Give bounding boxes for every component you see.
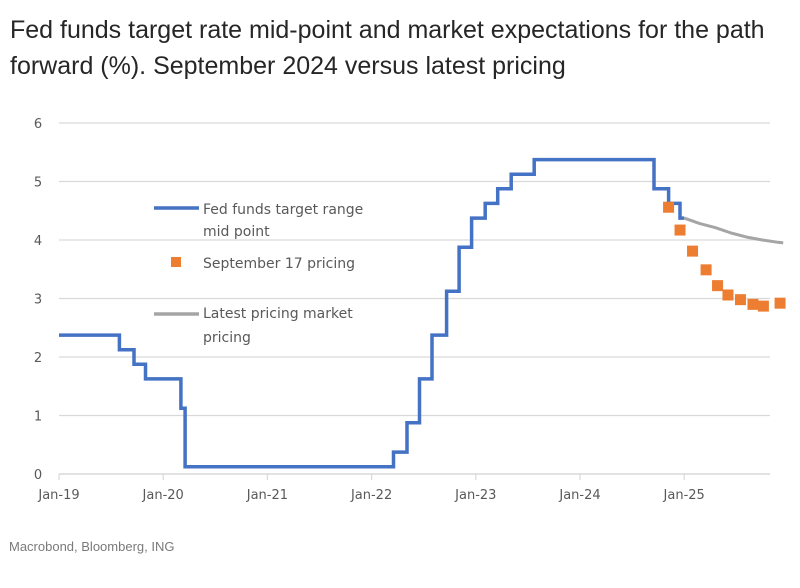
source-note: Macrobond, Bloomberg, ING bbox=[9, 539, 175, 554]
september-pricing-point bbox=[687, 245, 699, 257]
september-pricing-point bbox=[734, 294, 746, 306]
fed-funds-midpoint-line bbox=[59, 157, 685, 469]
latest-pricing-line bbox=[683, 216, 784, 245]
september-pricing-point bbox=[700, 264, 712, 276]
legend-item: September 17 pricing bbox=[171, 256, 355, 272]
x-tick-label: Jan-19 bbox=[37, 488, 79, 503]
legend-label: Latest pricing market bbox=[203, 306, 353, 322]
september-pricing-point bbox=[663, 201, 675, 213]
y-tick-label: 2 bbox=[34, 351, 42, 366]
y-tick-label: 4 bbox=[34, 234, 42, 249]
legend-label: mid point bbox=[203, 224, 270, 240]
gridlines bbox=[59, 122, 770, 417]
series-layer bbox=[59, 157, 786, 469]
legend-label: September 17 pricing bbox=[203, 256, 355, 272]
x-tick-label: Jan-21 bbox=[246, 488, 288, 503]
x-tick-label: Jan-22 bbox=[350, 488, 392, 503]
september-pricing-point bbox=[747, 298, 759, 310]
y-tick-label: 3 bbox=[34, 293, 42, 308]
september-pricing-point bbox=[722, 289, 734, 301]
legend-label: pricing bbox=[203, 330, 251, 346]
x-tick-label: Jan-23 bbox=[454, 488, 496, 503]
september-pricing-point bbox=[674, 224, 686, 236]
x-tick-label: Jan-25 bbox=[663, 488, 705, 503]
september-pricing-point bbox=[757, 300, 769, 312]
y-axis-tick-labels: 0 1 2 3 4 5 6 bbox=[34, 117, 42, 483]
x-tick-label: Jan-20 bbox=[142, 488, 184, 503]
september-pricing-point bbox=[774, 297, 786, 309]
legend: Fed funds target range mid point September… bbox=[154, 202, 363, 346]
chart-title: Fed funds target rate mid-point and mark… bbox=[10, 16, 765, 80]
y-tick-label: 6 bbox=[34, 117, 42, 132]
y-tick-label: 0 bbox=[34, 468, 42, 483]
legend-square-swatch bbox=[171, 257, 181, 267]
september-pricing-point bbox=[712, 280, 724, 292]
legend-item: Fed funds target range mid point bbox=[154, 202, 363, 240]
x-axis bbox=[58, 473, 770, 480]
y-tick-label: 5 bbox=[34, 176, 42, 191]
x-tick-label: Jan-24 bbox=[558, 488, 600, 503]
legend-label: Fed funds target range bbox=[203, 202, 363, 218]
x-axis-tick-labels: Jan-19 Jan-20 Jan-21 Jan-22 Jan-23 Jan-24 Jan-… bbox=[37, 488, 704, 503]
y-tick-label: 1 bbox=[34, 410, 42, 425]
legend-item: Latest pricing market pricing bbox=[154, 306, 353, 346]
